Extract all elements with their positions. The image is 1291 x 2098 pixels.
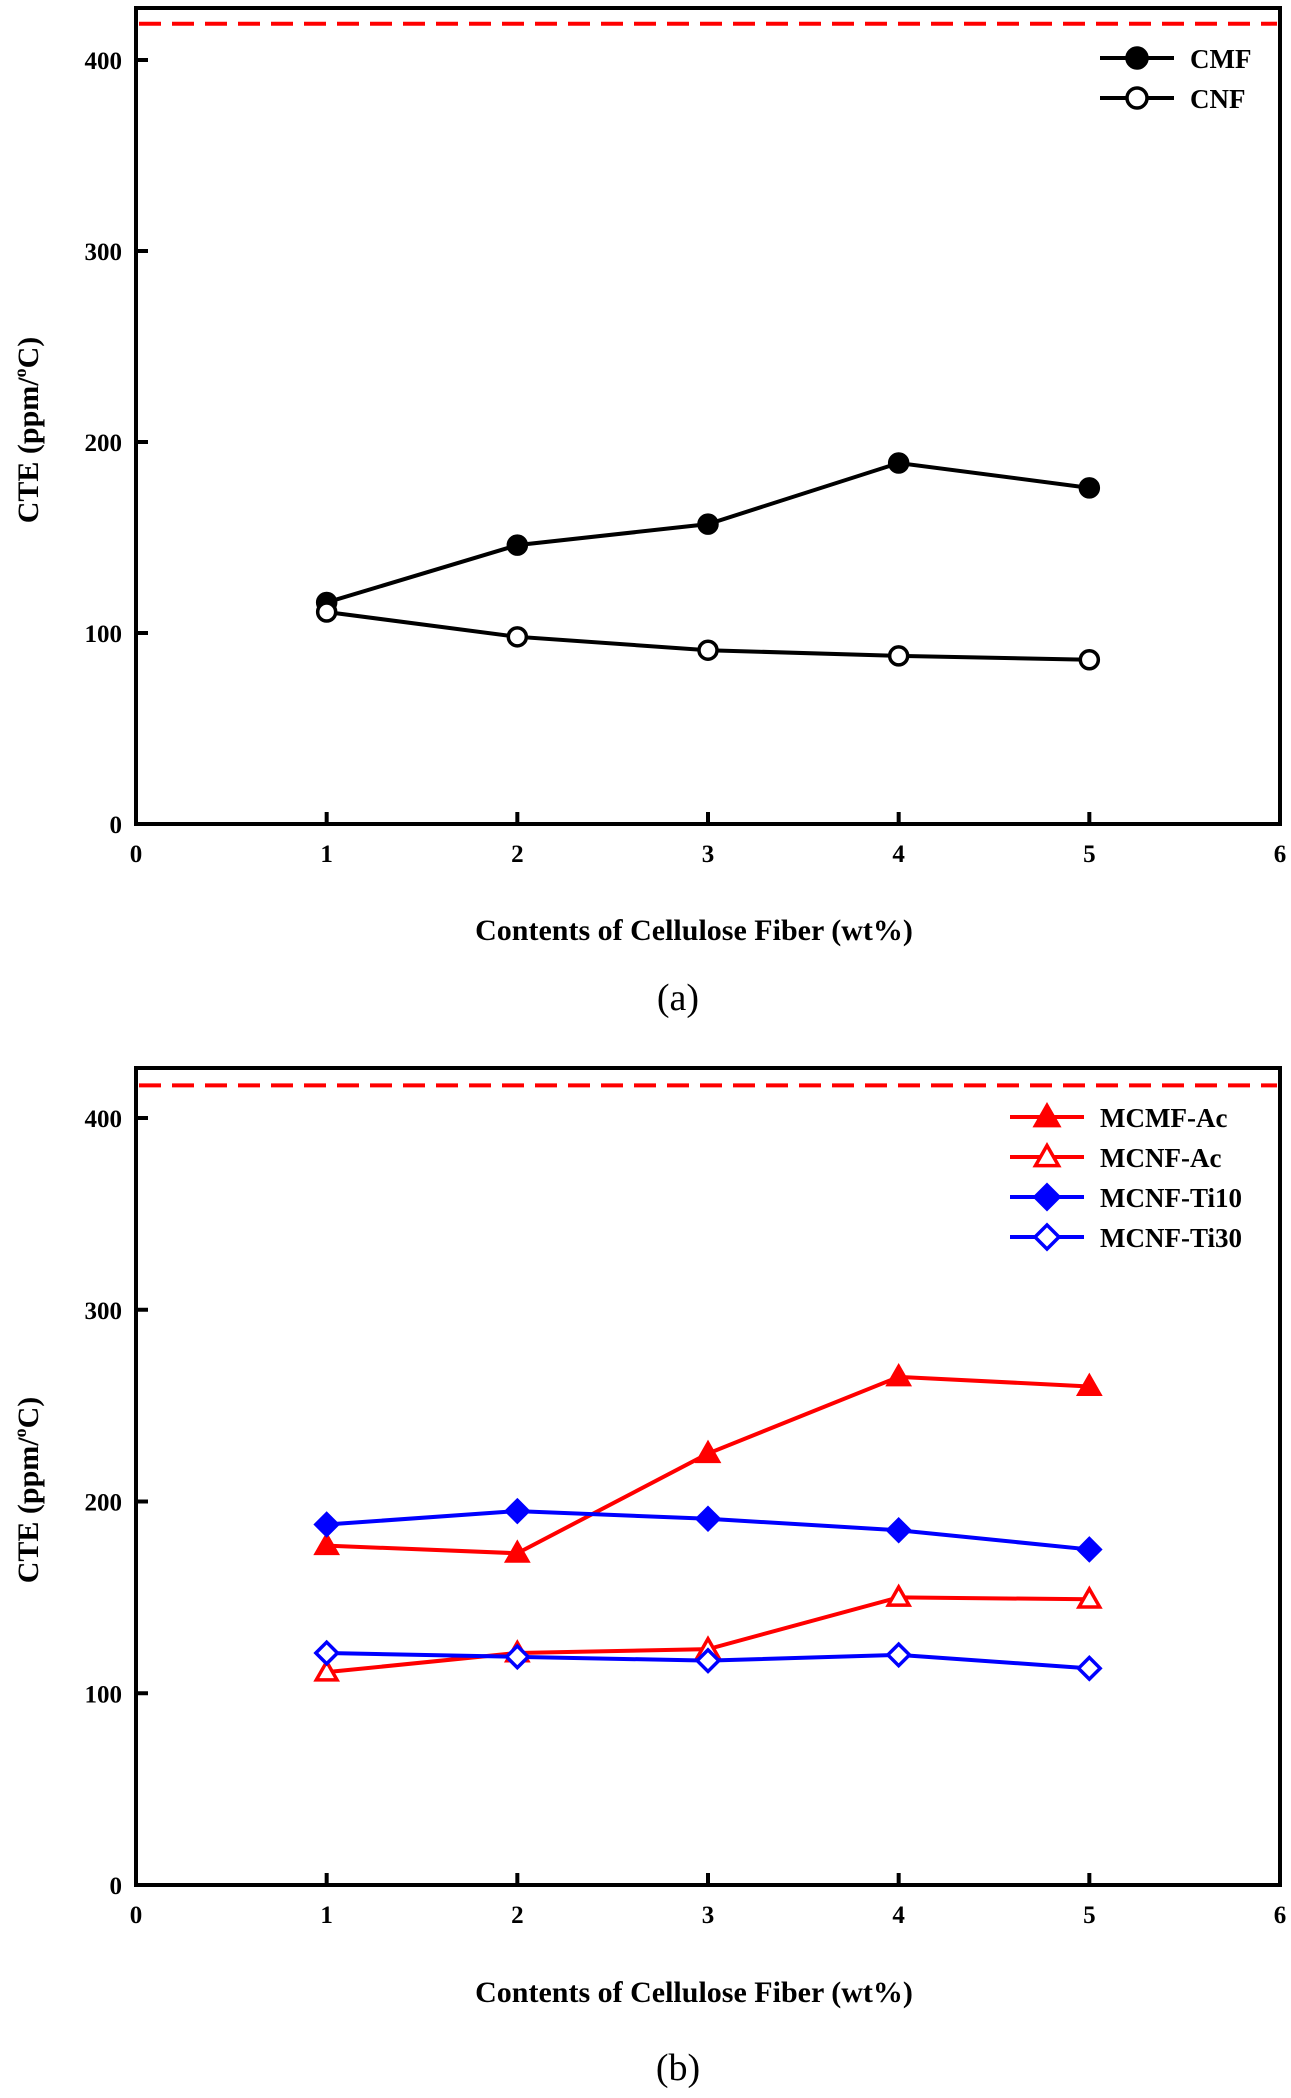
legend-marker-icon [1125,86,1149,110]
data-point [313,1531,341,1556]
legend-label: CMF [1190,44,1251,74]
series-mcmf-ac [313,1362,1103,1563]
data-point [694,1505,722,1533]
data-point [1076,1536,1103,1563]
y-tick-label: 200 [85,430,123,457]
data-point [885,1516,912,1544]
data-point [506,626,529,648]
y-axis-title-main: CTE (ppm/ [12,1437,45,1584]
data-point [1075,1372,1103,1396]
series-cmf [315,452,1101,614]
data-point [885,1583,913,1607]
y-axis-title: CTE (ppm/oC) [10,337,45,524]
y-tick-label: 300 [85,1298,123,1325]
data-point [697,639,719,661]
legend-marker-icon [1032,1222,1062,1252]
x-tick-label: 1 [320,841,333,868]
data-point [1076,1655,1103,1682]
x-tick-label: 2 [511,1902,524,1929]
y-tick-label: 100 [85,621,123,648]
legend-marker-icon [1125,46,1149,70]
y-tick-label: 100 [85,1681,123,1708]
legend-label: CNF [1190,84,1246,114]
x-tick-label: 4 [892,1902,905,1929]
panel-caption: (a) [657,977,699,1019]
x-tick-label: 3 [702,1902,715,1929]
data-point [506,534,529,556]
series-mcnf-ti10 [313,1497,1103,1563]
panel-b: 0 100 200 300 400 0 1 2 3 4 5 6 Contents of Cellulos… [10,1066,1287,2089]
data-point [887,452,910,474]
x-tick-label: 0 [130,1902,143,1929]
x-tick-label: 5 [1083,841,1096,868]
data-point [504,1643,531,1671]
y-tick-label: 300 [85,239,123,266]
y-axis-title-superscript: o [10,368,30,377]
x-tick-label: 0 [130,841,143,868]
y-axis-title-main: CTE (ppm/ [12,377,45,524]
legend-item: CNF [1100,84,1246,114]
data-point [503,1539,531,1563]
legend-marker-icon [1032,1141,1062,1168]
data-point [885,1641,912,1669]
data-point [1078,648,1101,671]
y-tick-label: 0 [110,1873,123,1900]
data-point [697,513,719,535]
data-point [887,645,910,667]
data-point [1078,477,1101,499]
x-tick-label: 6 [1274,1902,1287,1929]
y-axis-title-end: C) [12,337,45,369]
plot-frame [134,6,1282,826]
data-point [313,1658,341,1682]
series-cnf [315,601,1101,671]
legend-label: MCNF-Ti30 [1100,1223,1242,1253]
panel-caption: (b) [656,2047,700,2089]
y-tick-label: 400 [85,48,123,75]
legend-item: CMF [1100,44,1251,74]
y-tick-label: 200 [85,1490,123,1517]
x-tick-label: 3 [702,841,715,868]
data-point [694,1439,722,1464]
x-tick-label: 1 [320,1902,333,1929]
legend-marker-icon [1032,1101,1062,1128]
legend: MCMF-Ac MCNF-Ac MCNF-Ti10 MCNF-Ti30 [1010,1101,1242,1253]
data-point [694,1647,722,1674]
legend: CMF CNF [1100,44,1251,114]
series-mcnf-ti30 [313,1639,1103,1682]
legend-label: MCNF-Ac [1100,1143,1221,1173]
y-axis-title-superscript: o [10,1428,30,1437]
data-point [885,1362,913,1387]
data-point [315,601,338,623]
y-axis-title-end: C) [12,1397,45,1429]
x-tick-label: 5 [1083,1902,1096,1929]
x-tick-label: 6 [1274,841,1287,868]
data-point [504,1497,531,1525]
legend-marker-icon [1032,1182,1062,1212]
x-axis-title: Contents of Cellulose Fiber (wt%) [475,1976,913,2009]
x-tick-label: 2 [511,841,524,868]
x-axis-title: Contents of Cellulose Fiber (wt%) [475,914,913,947]
y-axis-title: CTE (ppm/oC) [10,1397,45,1584]
legend-item: MCNF-Ti10 [1010,1182,1242,1213]
y-tick-label: 400 [85,1106,123,1133]
legend-label: MCMF-Ac [1100,1103,1227,1133]
legend-item: MCMF-Ac [1010,1101,1227,1133]
data-point [313,1511,340,1538]
x-tick-label: 4 [892,841,905,868]
data-point [1075,1585,1103,1609]
y-tick-label: 0 [110,812,123,839]
legend-item: MCNF-Ac [1010,1141,1221,1173]
legend-item: MCNF-Ti30 [1010,1222,1242,1253]
data-point [313,1639,340,1667]
panel-a: 0 100 200 300 400 0 1 2 3 4 5 6 Contents of Cellulos… [10,6,1287,1019]
legend-label: MCNF-Ti10 [1100,1183,1242,1213]
